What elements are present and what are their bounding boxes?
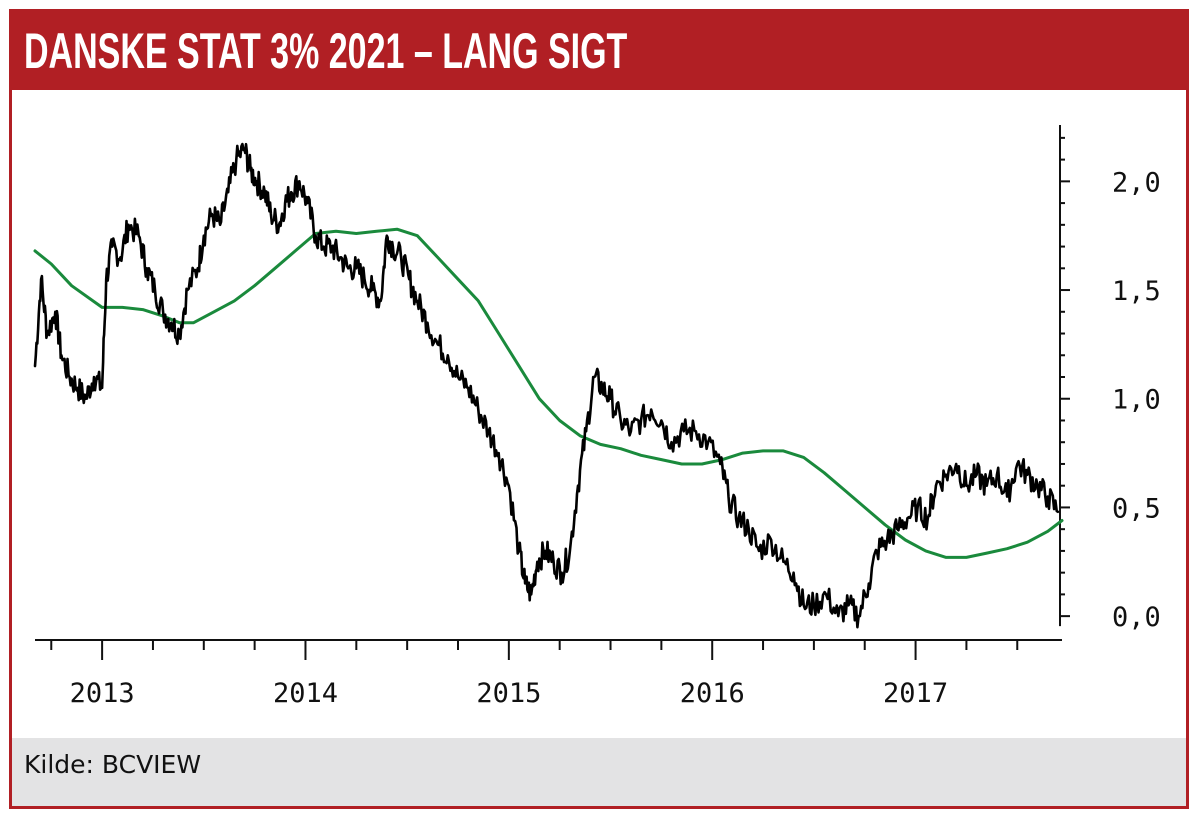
axes: 0,0 0,5 1,0 1,5 2,0 2013 2014 2015 2016 2017 [35, 125, 1161, 709]
price-series-line [33, 142, 1060, 629]
x-tick-label: 2017 [883, 678, 948, 709]
x-tick-label: 2015 [476, 678, 541, 709]
x-tick-label: 2016 [680, 678, 745, 709]
source-label: Kilde: BCVIEW [24, 750, 202, 779]
x-tick-label: 2013 [70, 678, 135, 709]
y-tick-label: 2,0 [1112, 167, 1161, 198]
chart-header: DANSKE STAT 3% 2021 – LANG SIGT [12, 12, 1186, 90]
bond-yield-chart: 0,0 0,5 1,0 1,5 2,0 2013 2014 2015 2016 2017 [33, 125, 1161, 709]
y-tick-label: 1,5 [1112, 276, 1161, 307]
x-tick-label: 2014 [273, 678, 338, 709]
plot-area: 0,0 0,5 1,0 1,5 2,0 2013 2014 2015 2016 2017 [12, 90, 1186, 738]
y-tick-label: 1,0 [1112, 385, 1161, 416]
chart-footer: Kilde: BCVIEW [12, 738, 1186, 806]
chart-frame: DANSKE STAT 3% 2021 – LANG SIGT 0,0 0,5 1,… [9, 9, 1189, 809]
y-tick-label: 0,5 [1112, 493, 1161, 524]
chart-title: DANSKE STAT 3% 2021 – LANG SIGT [24, 23, 628, 79]
y-tick-label: 0,0 [1112, 602, 1161, 633]
series-lines [33, 142, 1064, 629]
